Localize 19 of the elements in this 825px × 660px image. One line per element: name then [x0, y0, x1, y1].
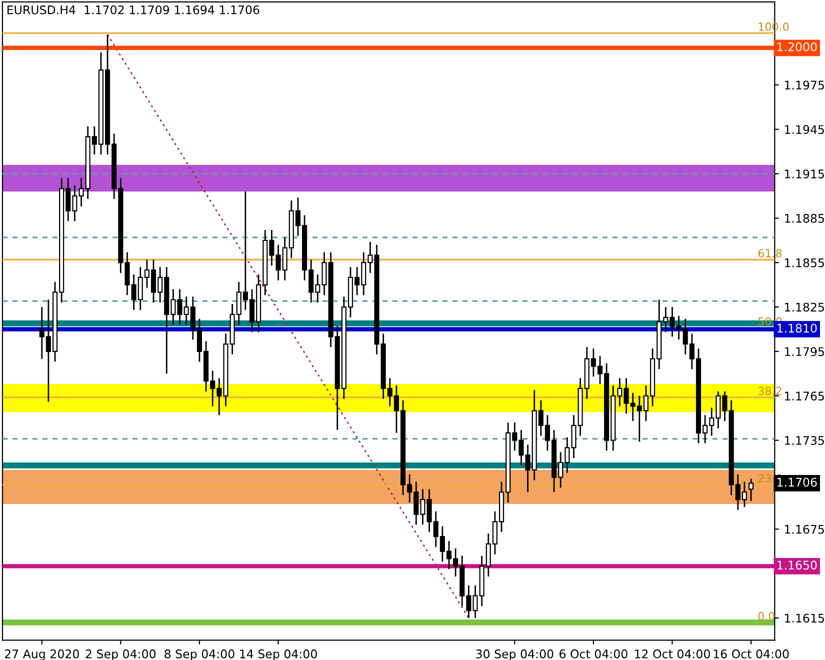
ref-line-label: 1.2000: [778, 42, 817, 52]
x-tick-label: 6 Oct 04:00: [560, 649, 628, 658]
y-tick-label: 1.1675: [785, 524, 824, 534]
y-tick-label: 1.1975: [785, 80, 824, 90]
y-tick-label: 1.1735: [785, 436, 824, 445]
y-tick-label: 1.1885: [785, 214, 824, 223]
y-tick-label: 1.1825: [785, 302, 824, 312]
ref-line-label: 1.1650: [778, 560, 817, 570]
y-tick-label: 1.1945: [785, 125, 824, 134]
chart-title: EURUSD.H4 1.1702 1.1709 1.1694 1.1706: [7, 5, 260, 14]
y-tick-label: 1.1615: [785, 614, 824, 623]
y-tick-label: 1.1915: [785, 169, 824, 178]
x-tick-label: 12 Oct 04:00: [635, 649, 710, 658]
y-tick-label: 1.1765: [785, 392, 824, 401]
ref-line-label: 1.1810: [778, 324, 817, 333]
y-tick-label: 1.1855: [785, 258, 824, 268]
x-tick-label: 16 Oct 04:00: [714, 649, 789, 658]
candlestick: [748, 478, 754, 502]
y-tick-label: 1.1795: [785, 347, 824, 356]
